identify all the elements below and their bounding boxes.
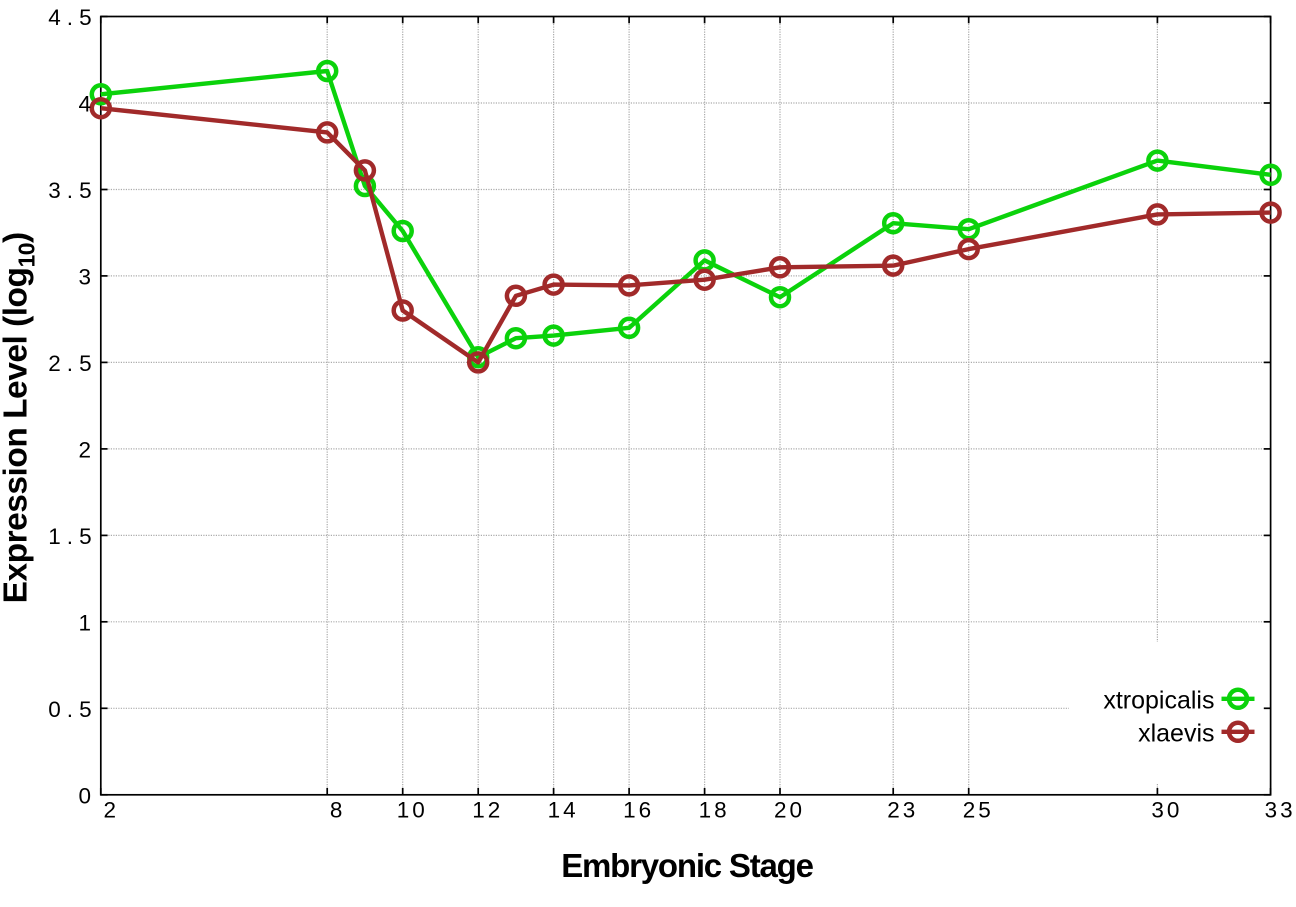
svg-text:3.5: 3.5 — [48, 178, 91, 203]
svg-text:20: 20 — [774, 798, 802, 823]
svg-text:16: 16 — [623, 798, 651, 823]
svg-text:1.5: 1.5 — [48, 524, 91, 549]
svg-text:Embryonic Stage: Embryonic Stage — [561, 847, 813, 884]
svg-text:3: 3 — [79, 264, 92, 289]
svg-text:8: 8 — [330, 798, 343, 823]
svg-text:12: 12 — [472, 798, 500, 823]
svg-text:25: 25 — [963, 798, 991, 823]
svg-text:xtropicalis: xtropicalis — [1103, 687, 1214, 715]
svg-text:0.5: 0.5 — [48, 697, 91, 722]
svg-text:0: 0 — [79, 783, 92, 808]
svg-text:xlaevis: xlaevis — [1138, 720, 1214, 748]
svg-text:Expression Level (log10): Expression Level (log10) — [0, 232, 40, 603]
svg-text:14: 14 — [548, 798, 576, 823]
svg-text:4: 4 — [79, 92, 92, 117]
svg-text:10: 10 — [397, 798, 425, 823]
svg-text:4.5: 4.5 — [48, 5, 91, 30]
svg-text:18: 18 — [699, 798, 727, 823]
svg-text:1: 1 — [79, 610, 92, 635]
svg-text:2: 2 — [79, 437, 92, 462]
svg-text:2: 2 — [104, 798, 117, 823]
svg-text:33: 33 — [1265, 798, 1293, 823]
svg-text:30: 30 — [1151, 798, 1179, 823]
svg-text:2.5: 2.5 — [48, 351, 91, 376]
svg-text:23: 23 — [887, 798, 915, 823]
